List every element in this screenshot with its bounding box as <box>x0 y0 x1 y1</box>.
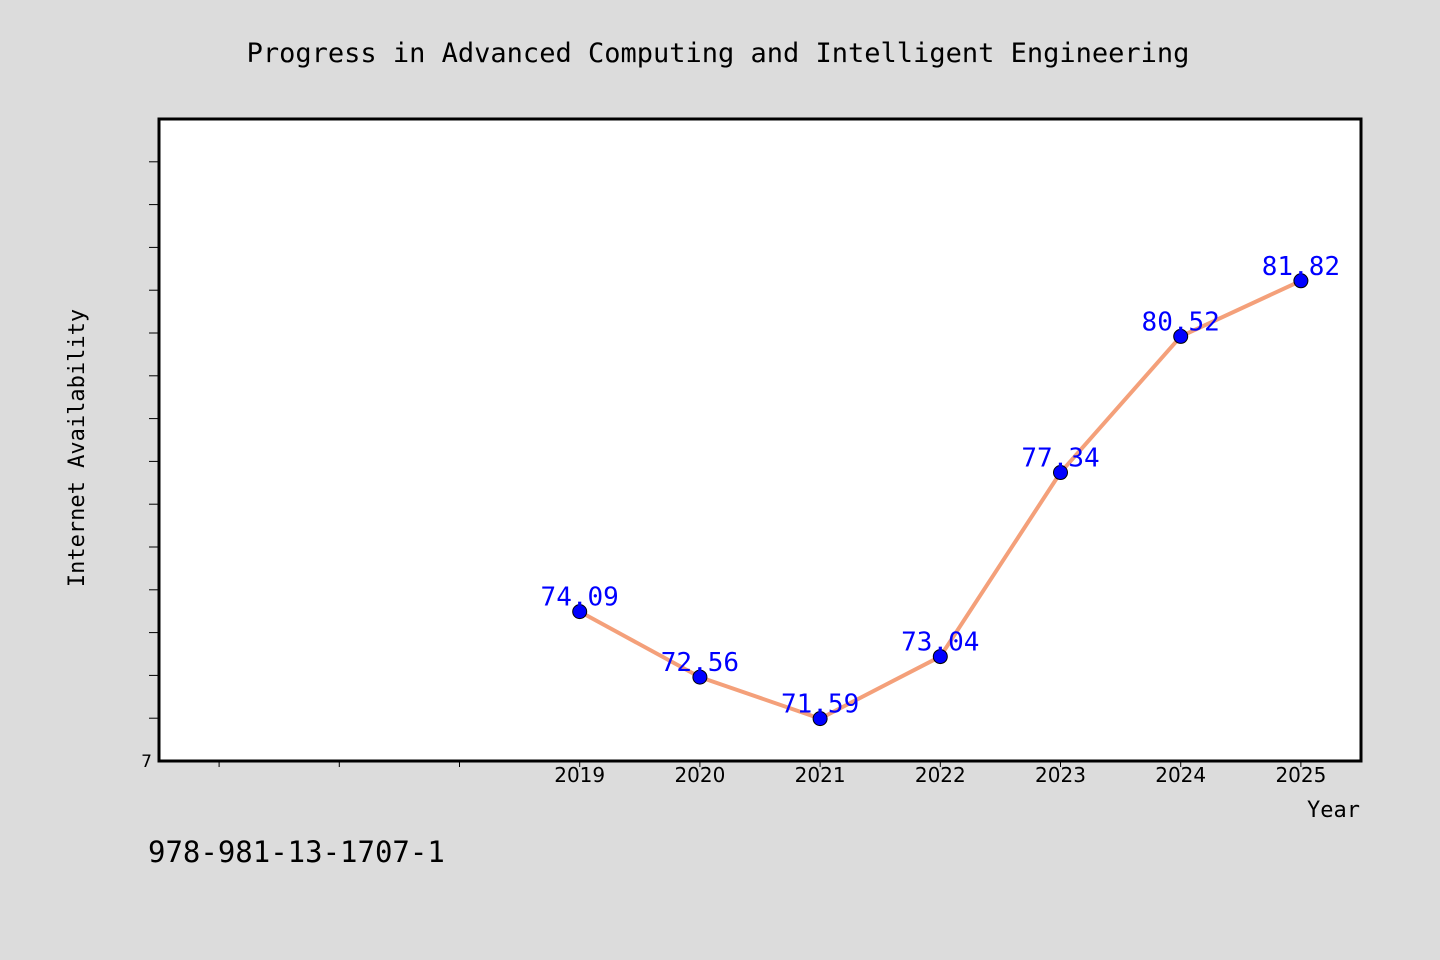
x-tick-label: 2024 <box>1155 763 1206 787</box>
x-tick-label: 2021 <box>795 763 846 787</box>
isbn-footer: 978-981-13-1707-1 <box>148 835 445 869</box>
x-tick-label: 2019 <box>554 763 605 787</box>
x-tick-label: 2025 <box>1275 763 1326 787</box>
data-label: 73.04 <box>901 628 979 658</box>
data-point <box>1053 465 1068 481</box>
data-label: 74.09 <box>541 583 619 613</box>
data-label: 71.59 <box>781 690 859 720</box>
x-axis-label: Year <box>1307 798 1360 823</box>
x-tick-label: 2022 <box>915 763 966 787</box>
data-point <box>812 711 828 727</box>
data-point <box>572 604 588 620</box>
data-point <box>1293 273 1309 289</box>
plot-area <box>157 117 1363 763</box>
y-axis-label: Internet Availability <box>65 309 90 587</box>
chart-title: Progress in Advanced Computing and Intel… <box>247 38 1190 69</box>
y-tick-label: 7 <box>141 752 152 772</box>
y-axis-ticks <box>149 161 159 719</box>
data-label: 72.56 <box>661 648 739 678</box>
data-point <box>932 649 948 665</box>
data-point <box>1173 328 1189 344</box>
data-label: 80.52 <box>1142 307 1220 337</box>
data-label: 77.34 <box>1021 444 1099 474</box>
series-layer: 74.09 72.56 71.59 73.04 77.34 80.52 81.82 <box>541 252 1340 727</box>
x-tick-labels: 2019 2020 2021 2022 2023 2024 2025 <box>554 763 1326 787</box>
data-label: 81.82 <box>1262 252 1340 282</box>
data-point <box>692 669 708 685</box>
x-axis-ticks <box>218 761 1302 767</box>
x-tick-label: 2023 <box>1035 763 1086 787</box>
x-tick-label: 2020 <box>674 763 725 787</box>
